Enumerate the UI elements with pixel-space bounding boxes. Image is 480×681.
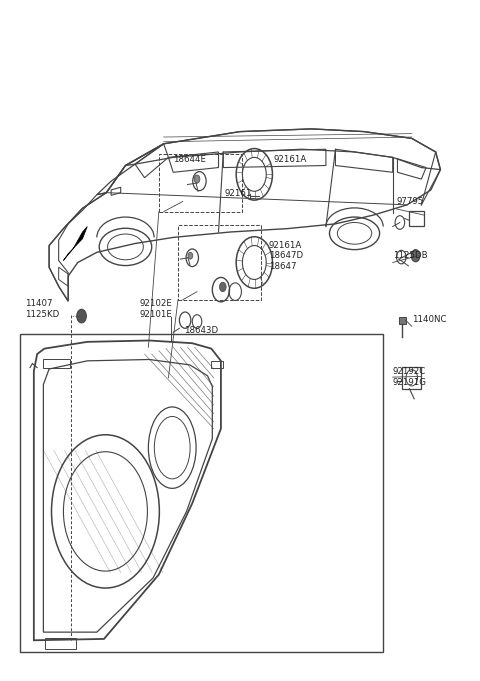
- Bar: [409, 211, 424, 226]
- Text: 92102E: 92102E: [140, 299, 173, 308]
- Bar: [43, 359, 70, 368]
- Bar: [21, 334, 383, 652]
- Text: 18647: 18647: [269, 262, 296, 271]
- Text: 11407: 11407: [25, 299, 53, 308]
- Text: 97795: 97795: [396, 197, 424, 206]
- Circle shape: [188, 253, 193, 259]
- Text: 1125KD: 1125KD: [25, 310, 60, 319]
- Bar: [159, 154, 242, 212]
- Text: 1140NC: 1140NC: [412, 315, 446, 324]
- Bar: [402, 367, 421, 389]
- Bar: [399, 317, 406, 323]
- Circle shape: [219, 282, 226, 291]
- Text: 18643D: 18643D: [184, 326, 218, 335]
- Bar: [45, 638, 76, 649]
- Text: 1125DB: 1125DB: [393, 251, 427, 260]
- Text: 92161A: 92161A: [269, 241, 302, 251]
- Text: 92101E: 92101E: [140, 310, 173, 319]
- Circle shape: [411, 250, 420, 262]
- Bar: [211, 361, 223, 368]
- Text: 92191G: 92191G: [393, 378, 427, 387]
- Text: 92192C: 92192C: [393, 367, 426, 376]
- Text: 92161: 92161: [225, 189, 252, 198]
- Bar: [178, 225, 262, 300]
- Text: 18644E: 18644E: [173, 155, 206, 164]
- Circle shape: [194, 175, 200, 183]
- Circle shape: [77, 309, 86, 323]
- Polygon shape: [63, 227, 87, 260]
- Text: 18647D: 18647D: [269, 251, 303, 260]
- Text: 92161A: 92161A: [274, 155, 307, 164]
